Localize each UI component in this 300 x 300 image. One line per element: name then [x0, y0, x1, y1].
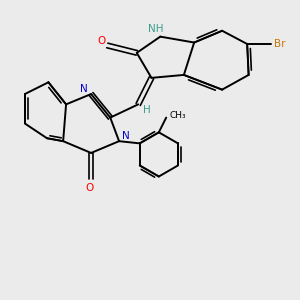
Text: Br: Br	[274, 39, 286, 49]
Text: H: H	[142, 105, 150, 115]
Text: N: N	[80, 84, 88, 94]
Text: O: O	[85, 183, 94, 193]
Text: N: N	[122, 131, 129, 141]
Text: O: O	[97, 36, 106, 46]
Text: NH: NH	[148, 24, 164, 34]
Text: CH₃: CH₃	[169, 111, 186, 120]
